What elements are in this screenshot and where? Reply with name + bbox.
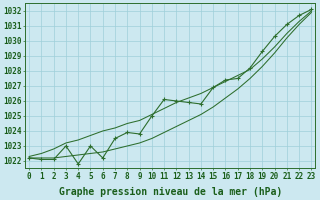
X-axis label: Graphe pression niveau de la mer (hPa): Graphe pression niveau de la mer (hPa) — [59, 186, 282, 197]
